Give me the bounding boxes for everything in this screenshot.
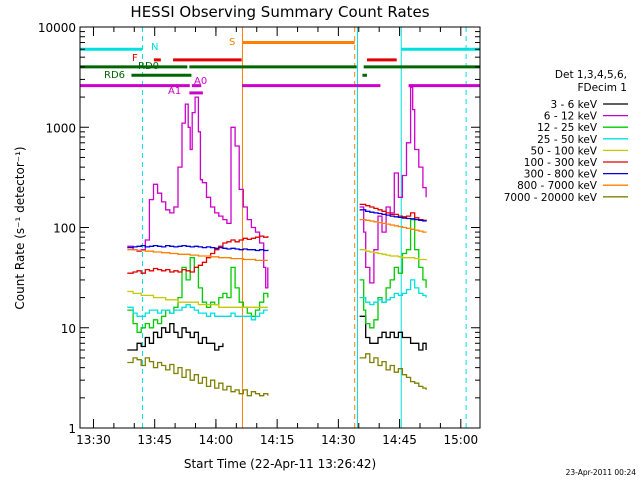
series-50-100-kev-segment-1 [359,249,427,261]
legend-label-50-100-kev: 50 - 100 keV [530,145,597,157]
x-tick-label: 14:30 [321,433,356,447]
flag-label-a1: A1 [168,86,181,97]
flag-label-a0: A0 [194,76,207,87]
chart-title: HESSI Observing Summary Count Rates [130,3,429,21]
flag-label-rd0: RD0 [138,61,159,72]
x-tick-label: 15:00 [444,433,479,447]
legend-label-3-6-kev: 3 - 6 keV [550,99,597,111]
x-tick-label: 13:30 [76,433,111,447]
legend-label-800-7000-kev: 800 - 7000 keV [517,180,598,192]
legend-label-12-25-kev: 12 - 25 keV [537,122,598,134]
legend-label-6-12-kev: 6 - 12 keV [544,111,598,123]
series-300-800-kev-segment-0 [127,244,269,252]
y-tick-label: 100 [53,222,76,236]
series-3-6-kev-segment-0 [127,322,224,351]
y-axis-label: Count Rate (s⁻¹ detector⁻¹) [13,146,27,309]
plot-frame [79,26,481,429]
legend-label-7000-20000-kev: 7000 - 20000 keV [504,192,598,204]
series-6-12-kev-segment-1 [359,86,427,284]
timestamp: 23-Apr-2011 00:24 [566,468,637,477]
series-25-50-kev-segment-0 [127,303,268,321]
flag-label-n: N [151,42,158,53]
series-800-7000-kev-segment-1 [359,218,427,233]
y-tick-label: 10 [61,322,76,336]
legend-header-line-1: Det 1,3,4,5,6, [555,69,627,81]
x-tick-label: 14:00 [199,433,234,447]
series-100-300-kev-segment-1 [359,203,427,222]
y-tick-label: 1 [68,422,76,436]
x-tick-label: 14:45 [382,433,417,447]
y-tick-label: 10000 [38,21,76,35]
y-tick-label: 1000 [45,121,76,135]
series-50-100-kev-segment-0 [127,290,268,308]
series-100-300-kev-segment-0 [127,235,269,274]
series-800-7000-kev-segment-0 [127,249,268,262]
series-12-25-kev-segment-1 [359,218,427,329]
legend-header-line-2: FDecim 1 [577,82,627,94]
series-300-800-kev-segment-1 [359,209,427,222]
legend-label-25-50-kev: 25 - 50 keV [537,134,598,146]
series-3-6-kev-segment-1 [359,315,427,351]
series-25-50-kev-segment-1 [359,279,427,306]
flag-label-f: F [132,53,138,64]
legend-label-300-800-kev: 300 - 800 keV [524,169,598,181]
x-axis-label: Start Time (22-Apr-11 13:26:42) [184,457,376,471]
series-7000-20000-kev-segment-1 [359,353,427,390]
series-6-12-kev-segment-0 [127,96,269,289]
flag-label-s: S [229,37,235,48]
legend-label-100-300-kev: 100 - 300 keV [524,157,598,169]
x-tick-label: 14:15 [260,433,295,447]
flag-label-rd6: RD6 [104,70,125,81]
series-7000-20000-kev-segment-0 [127,357,269,397]
x-tick-label: 13:45 [137,433,172,447]
